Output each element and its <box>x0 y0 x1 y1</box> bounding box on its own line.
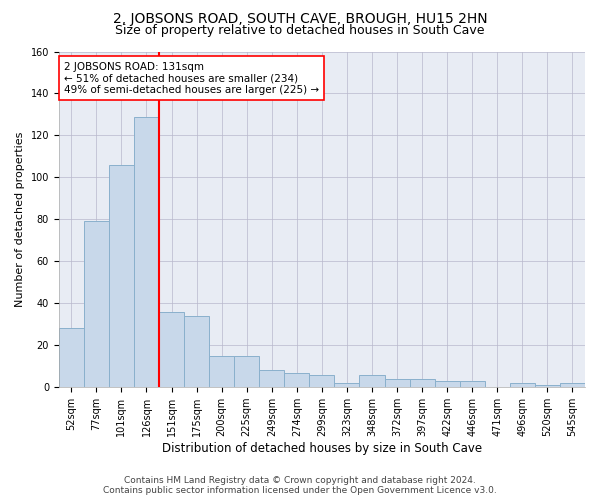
Bar <box>134 116 159 387</box>
Bar <box>109 165 134 387</box>
Bar <box>59 328 84 387</box>
X-axis label: Distribution of detached houses by size in South Cave: Distribution of detached houses by size … <box>162 442 482 455</box>
Bar <box>259 370 284 387</box>
Bar <box>209 356 234 387</box>
Y-axis label: Number of detached properties: Number of detached properties <box>15 132 25 307</box>
Text: 2 JOBSONS ROAD: 131sqm
← 51% of detached houses are smaller (234)
49% of semi-de: 2 JOBSONS ROAD: 131sqm ← 51% of detached… <box>64 62 319 95</box>
Bar <box>510 383 535 387</box>
Bar <box>359 374 385 387</box>
Bar <box>234 356 259 387</box>
Text: Contains HM Land Registry data © Crown copyright and database right 2024.
Contai: Contains HM Land Registry data © Crown c… <box>103 476 497 495</box>
Bar <box>184 316 209 387</box>
Bar <box>535 385 560 387</box>
Text: 2, JOBSONS ROAD, SOUTH CAVE, BROUGH, HU15 2HN: 2, JOBSONS ROAD, SOUTH CAVE, BROUGH, HU1… <box>113 12 487 26</box>
Text: Size of property relative to detached houses in South Cave: Size of property relative to detached ho… <box>115 24 485 37</box>
Bar <box>334 383 359 387</box>
Bar <box>460 381 485 387</box>
Bar <box>159 312 184 387</box>
Bar <box>84 222 109 387</box>
Bar <box>385 379 410 387</box>
Bar <box>560 383 585 387</box>
Bar <box>410 379 434 387</box>
Bar <box>310 374 334 387</box>
Bar <box>284 372 310 387</box>
Bar <box>434 381 460 387</box>
